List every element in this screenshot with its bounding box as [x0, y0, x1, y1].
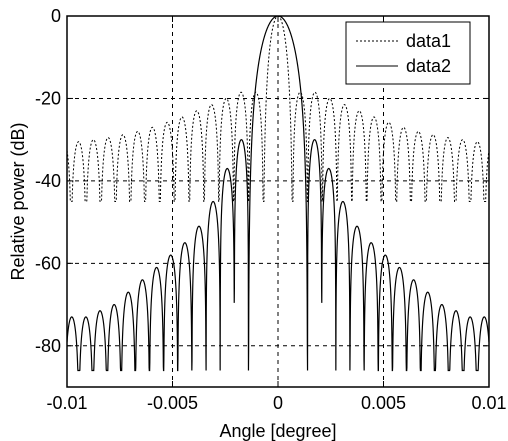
grid — [67, 16, 489, 387]
x-axis-label: Angle [degree] — [219, 421, 336, 441]
x-axis-ticks: -0.01 -0.005 0 0.005 0.01 — [46, 16, 507, 413]
x-tick-label: 0.005 — [361, 393, 406, 413]
legend-label-data1: data1 — [406, 31, 451, 51]
legend-label-data2: data2 — [406, 56, 451, 76]
y-axis-label: Relative power (dB) — [8, 122, 28, 280]
series-line-data1 — [67, 16, 489, 202]
y-tick-label: -20 — [35, 88, 61, 108]
plot-area — [67, 16, 489, 372]
y-tick-label: 0 — [51, 6, 61, 26]
y-tick-label: -80 — [35, 336, 61, 356]
x-tick-label: -0.005 — [147, 393, 198, 413]
y-axis-ticks: 0 -20 -40 -60 -80 — [35, 6, 489, 356]
legend: data1 data2 — [345, 21, 471, 85]
y-tick-label: -40 — [35, 171, 61, 191]
x-tick-label: 0.01 — [471, 393, 506, 413]
x-tick-label: 0 — [273, 393, 283, 413]
series-line-data2 — [67, 16, 489, 372]
legend-box — [345, 21, 471, 85]
x-tick-label: -0.01 — [46, 393, 87, 413]
y-tick-label: -60 — [35, 253, 61, 273]
